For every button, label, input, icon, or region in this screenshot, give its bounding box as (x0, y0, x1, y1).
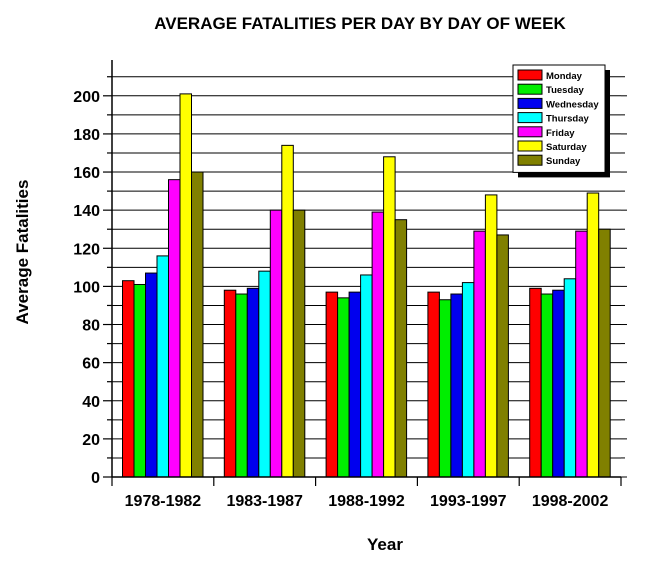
x-category-label: 1993-1997 (430, 493, 507, 510)
y-tick-label: 20 (82, 432, 100, 449)
y-axis-label: Average Fatalities (13, 180, 32, 325)
y-tick-label: 160 (73, 165, 100, 182)
y-tick-label: 140 (73, 203, 100, 220)
bar-sunday-1988-1992 (394, 219, 408, 478)
legend-swatch-monday (517, 69, 543, 81)
axes (103, 60, 627, 486)
y-tick-label: 120 (73, 241, 100, 258)
legend-label-friday: Friday (546, 128, 575, 139)
y-tick-label: 100 (73, 279, 100, 296)
y-tick-label: 0 (91, 470, 100, 487)
bar-friday-1998-2002 (575, 230, 588, 478)
bar-tuesday-1978-1982 (133, 283, 146, 478)
y-tick-label: 200 (73, 89, 100, 106)
legend-swatch-saturday (517, 140, 543, 152)
legend-label-thursday: Thursday (546, 114, 589, 125)
legend-label-wednesday: Wednesday (546, 99, 599, 110)
legend-swatch-friday (517, 126, 543, 138)
bar-saturday-1993-1997 (484, 194, 498, 478)
y-tick-label: 60 (82, 356, 100, 373)
bar-tuesday-1993-1997 (438, 299, 452, 478)
bar-wednesday-1998-2002 (552, 289, 565, 478)
legend-label-saturday: Saturday (546, 142, 587, 153)
bar-saturday-1978-1982 (179, 93, 192, 478)
bar-monday-1988-1992 (325, 291, 339, 478)
bar-saturday-1988-1992 (383, 156, 396, 478)
bar-saturday-1998-2002 (586, 192, 600, 478)
bar-wednesday-1993-1997 (450, 293, 463, 478)
legend-swatch-sunday (517, 154, 543, 166)
x-category-label: 1988-1992 (328, 493, 405, 510)
legend-label-sunday: Sunday (546, 156, 581, 167)
bar-thursday-1983-1987 (258, 270, 271, 478)
bars (122, 93, 611, 478)
y-tick-label: 180 (73, 127, 100, 144)
bar-thursday-1993-1997 (461, 282, 475, 478)
bar-thursday-1988-1992 (360, 274, 373, 478)
bar-monday-1978-1982 (122, 280, 135, 478)
legend-swatch-wednesday (517, 97, 543, 109)
bar-wednesday-1983-1987 (246, 287, 260, 478)
bar-friday-1993-1997 (473, 230, 486, 478)
bar-sunday-1978-1982 (191, 171, 204, 478)
bar-tuesday-1988-1992 (337, 297, 350, 478)
legend: Monday Tuesday Wednesday Thursday Friday Satu… (512, 64, 610, 178)
bar-tuesday-1998-2002 (540, 293, 554, 478)
bar-thursday-1978-1982 (156, 255, 169, 478)
bar-friday-1988-1992 (371, 211, 385, 478)
bar-wednesday-1988-1992 (348, 291, 362, 478)
bar-sunday-1998-2002 (598, 228, 611, 478)
bar-thursday-1998-2002 (563, 278, 577, 478)
legend-swatch-tuesday (517, 83, 543, 95)
x-category-label: 1998-2002 (532, 493, 609, 510)
bar-sunday-1993-1997 (496, 234, 509, 478)
bar-sunday-1983-1987 (292, 209, 306, 478)
legend-label-monday: Monday (546, 71, 583, 82)
bar-saturday-1983-1987 (281, 144, 294, 478)
x-category-label: 1978-1982 (125, 493, 202, 510)
x-axis-label: Year (367, 535, 403, 554)
bar-friday-1983-1987 (269, 209, 283, 478)
bar-tuesday-1983-1987 (235, 293, 248, 478)
y-tick-labels: 0 20 40 60 80 100 120 140 160 180 200 (73, 89, 100, 487)
bar-friday-1978-1982 (168, 179, 181, 478)
legend-label-tuesday: Tuesday (546, 85, 585, 96)
x-category-labels: 1978-1982 1983-1987 1988-1992 1993-1997 1998… (125, 493, 609, 510)
legend-swatch-thursday (517, 112, 543, 124)
bar-monday-1998-2002 (529, 287, 542, 478)
y-tick-label: 80 (82, 318, 100, 335)
chart-title: AVERAGE FATALITIES PER DAY BY DAY OF WEE… (154, 14, 566, 33)
x-category-label: 1983-1987 (226, 493, 303, 510)
bar-monday-1993-1997 (427, 291, 440, 478)
bar-wednesday-1978-1982 (145, 272, 158, 478)
bar-monday-1983-1987 (223, 289, 237, 478)
y-tick-label: 40 (82, 394, 100, 411)
